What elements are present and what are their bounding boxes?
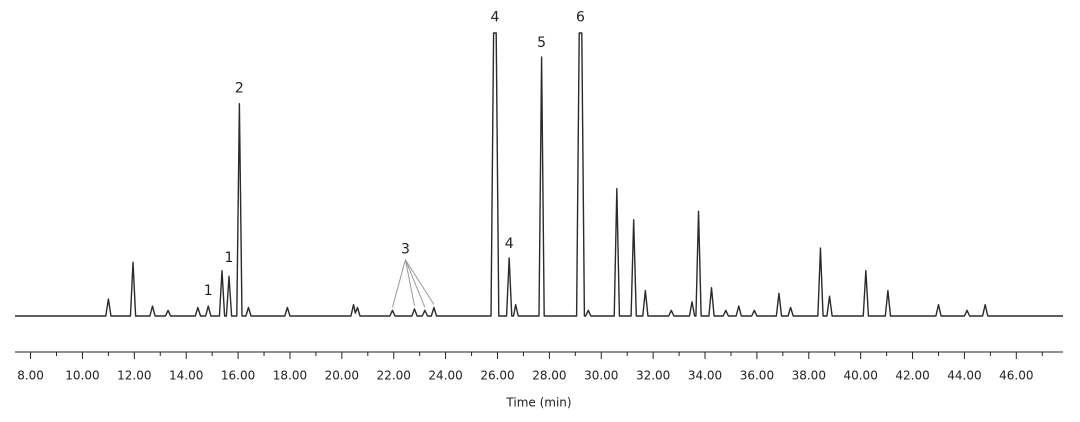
trace [15,32,1063,317]
annotation-pointer [404,259,426,308]
annotation: 4 [490,10,499,26]
x-tick-label: 10.00 [65,369,99,383]
x-tick-label: 16.00 [221,369,255,383]
x-tick-label: 12.00 [117,369,151,383]
x-axis-label: Time (min) [505,396,571,410]
x-tick-label: 44.00 [947,369,981,383]
annotation: 1 [225,250,234,266]
annotation: 5 [537,35,546,51]
annotation-pointer [404,259,435,305]
x-tick-label: 24.00 [428,369,462,383]
annotation-pointer [391,259,406,308]
annotation: 3 [401,242,410,258]
annotation: 6 [576,10,585,26]
annotation: 1 [204,283,213,299]
x-tick-label: 40.00 [843,369,877,383]
x-tick-label: 38.00 [792,369,826,383]
x-tick-label: 42.00 [895,369,929,383]
x-tick-label: 14.00 [169,369,203,383]
annotation-pointer [404,259,415,307]
x-tick-label: 28.00 [532,369,566,383]
annotation: 4 [505,236,514,252]
x-tick-label: 32.00 [636,369,670,383]
x-tick-label: 30.00 [584,369,618,383]
x-tick-label: 26.00 [480,369,514,383]
x-tick-label: 8.00 [17,369,44,383]
x-tick-label: 36.00 [740,369,774,383]
x-tick-label: 46.00 [999,369,1033,383]
x-tick-label: 18.00 [273,369,307,383]
x-tick-label: 20.00 [325,369,359,383]
x-tick-label: 34.00 [688,369,722,383]
x-tick-label: 22.00 [377,369,411,383]
annotation: 2 [235,80,244,96]
